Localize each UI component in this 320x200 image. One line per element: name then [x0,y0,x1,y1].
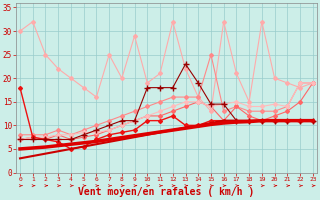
X-axis label: Vent moyen/en rafales ( km/h ): Vent moyen/en rafales ( km/h ) [78,187,254,197]
